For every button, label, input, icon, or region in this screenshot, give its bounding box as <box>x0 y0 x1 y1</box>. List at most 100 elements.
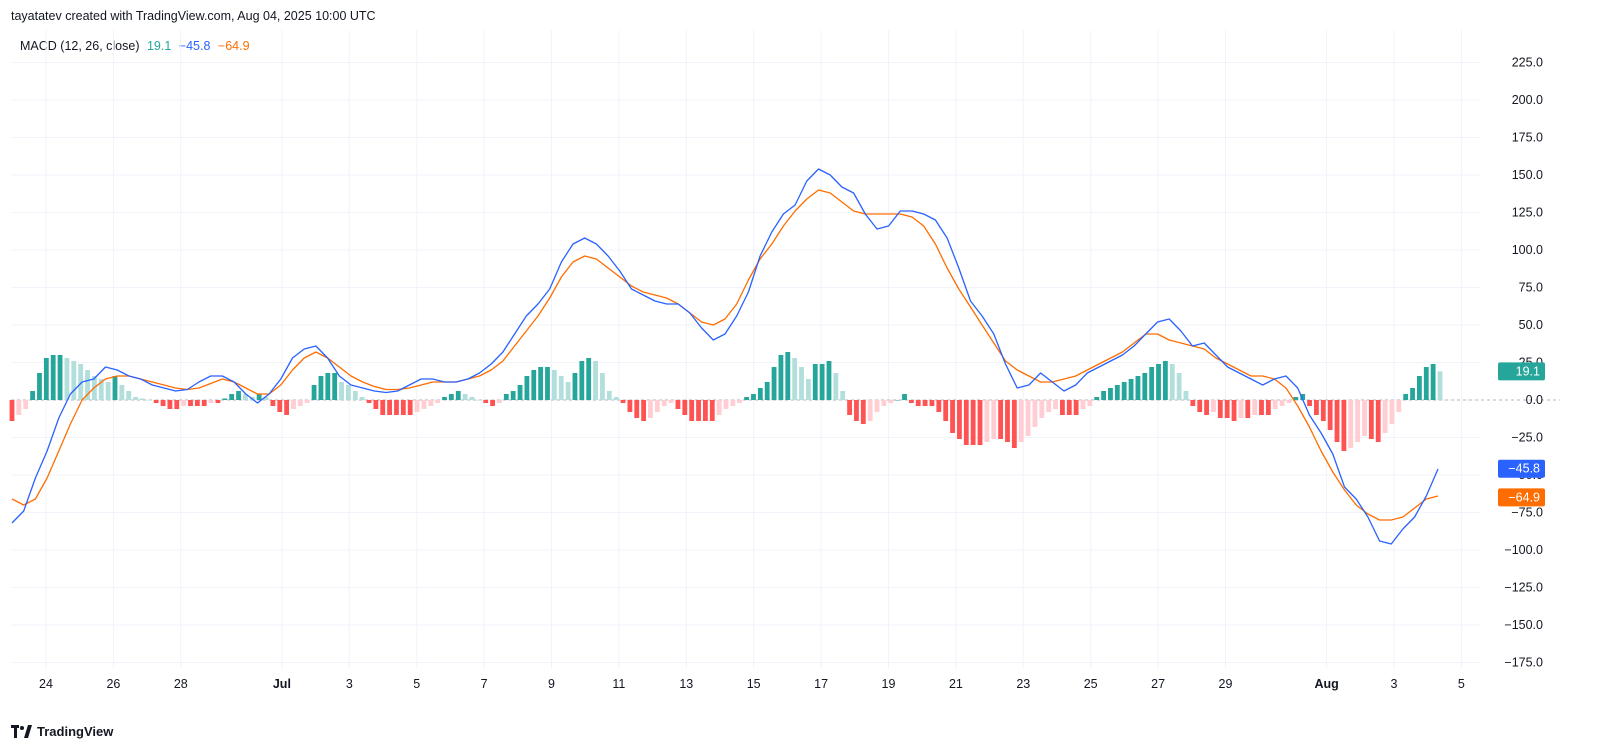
histogram-bar <box>730 400 736 406</box>
histogram-bar <box>1060 400 1065 415</box>
histogram-bar <box>744 397 749 400</box>
x-tick-label: 28 <box>174 677 188 691</box>
histogram-bar <box>977 400 983 445</box>
histogram-bar <box>799 367 804 400</box>
attribution-header: tayatatev created with TradingView.com, … <box>11 9 376 23</box>
histogram-bar <box>236 391 241 400</box>
histogram-bar <box>462 394 468 400</box>
histogram-bar <box>339 382 344 400</box>
histogram-bar <box>188 400 193 406</box>
y-tick-label: −100.0 <box>1504 543 1543 557</box>
y-tick-label: 175.0 <box>1512 131 1543 145</box>
histogram-bar <box>922 400 928 406</box>
histogram-bar <box>860 400 866 424</box>
histogram-bar <box>1053 400 1058 409</box>
histogram-bar <box>1018 400 1024 442</box>
histogram-bar <box>984 400 990 442</box>
histogram-bar <box>318 376 324 400</box>
histogram-bar <box>936 400 942 412</box>
histogram-bar <box>648 400 653 418</box>
histogram-bar <box>57 355 63 400</box>
histogram-bar <box>689 400 695 421</box>
histogram-bar <box>394 400 399 415</box>
histogram-bar <box>819 364 825 400</box>
indicator-legend[interactable]: MACD (12, 26, close) 19.1 −45.8 −64.9 <box>20 39 254 53</box>
histogram-bar <box>126 391 132 400</box>
histogram-bar <box>1039 400 1045 418</box>
histogram-bar <box>1403 394 1409 400</box>
histogram-bar <box>1293 397 1299 400</box>
x-tick-label: 11 <box>612 677 625 691</box>
histogram-bar <box>64 358 70 400</box>
histogram-bar <box>455 391 461 400</box>
histogram-bar <box>950 400 955 433</box>
histogram-bar <box>1204 400 1209 415</box>
histogram-bar <box>812 364 818 400</box>
histogram-bar <box>1355 400 1361 442</box>
histogram-bar <box>895 400 901 401</box>
histogram-bar <box>366 400 372 403</box>
price-label-text: −64.9 <box>1508 490 1540 504</box>
histogram-bar <box>696 400 701 421</box>
x-tick-label: 9 <box>548 677 555 691</box>
histogram-bar <box>1087 400 1093 406</box>
histogram-bar <box>442 397 447 400</box>
histogram-bar <box>1101 391 1106 400</box>
histogram-bar <box>483 400 489 403</box>
histogram-bar <box>263 397 269 400</box>
histogram-bar <box>757 388 763 400</box>
histogram-bar <box>709 400 715 421</box>
footer-brand[interactable]: TradingView <box>11 724 113 739</box>
x-tick-label: 15 <box>747 677 761 691</box>
histogram-bar <box>963 400 969 445</box>
histogram-bar <box>304 400 310 403</box>
histogram-bar <box>785 352 791 400</box>
histogram-bar <box>373 400 379 409</box>
histogram-bar <box>668 400 674 403</box>
histogram-bar <box>805 379 811 400</box>
histogram-bar <box>1272 400 1278 409</box>
histogram-bar <box>1410 388 1415 400</box>
histogram-bar <box>908 400 914 403</box>
histogram-bar <box>16 400 22 415</box>
histogram-bar <box>119 385 125 400</box>
histogram-bar <box>9 400 15 421</box>
histogram-bar <box>1108 388 1113 400</box>
y-tick-label: 50.0 <box>1519 318 1543 332</box>
histogram-value: 19.1 <box>146 39 172 53</box>
price-label-text: −45.8 <box>1508 462 1540 476</box>
histogram-bar <box>991 400 997 439</box>
histogram-bar <box>215 400 221 403</box>
histogram-bar <box>332 373 338 400</box>
histogram-bar <box>826 361 832 400</box>
histogram-bar <box>270 400 276 406</box>
histogram-bar <box>407 400 413 415</box>
histogram-bar <box>1094 397 1100 400</box>
histogram-bar <box>476 400 482 401</box>
histogram-bar <box>414 400 420 412</box>
histogram-bar <box>970 400 976 445</box>
x-tick-label: 21 <box>949 677 963 691</box>
y-tick-label: −125.0 <box>1504 581 1543 595</box>
histogram-bar <box>201 400 207 406</box>
histogram-bar <box>30 391 35 400</box>
histogram-bar <box>545 367 550 400</box>
histogram-bar <box>510 391 516 400</box>
y-tick-label: 225.0 <box>1512 56 1543 70</box>
x-tick-label: 25 <box>1084 677 1098 691</box>
macd-value: −45.8 <box>178 39 211 53</box>
histogram-bar <box>1389 400 1395 424</box>
histogram-bar <box>874 400 880 412</box>
histogram-bar <box>435 400 441 403</box>
histogram-bar <box>847 400 852 415</box>
histogram-bar <box>503 394 509 400</box>
histogram-bar <box>1046 400 1052 412</box>
histogram-bar <box>428 400 434 406</box>
histogram-bar <box>531 370 537 400</box>
histogram-bar <box>943 400 949 421</box>
histogram-bar <box>764 382 770 400</box>
histogram-bar <box>1314 400 1319 415</box>
histogram-bar <box>1217 400 1223 418</box>
histogram-bar <box>1279 400 1285 406</box>
